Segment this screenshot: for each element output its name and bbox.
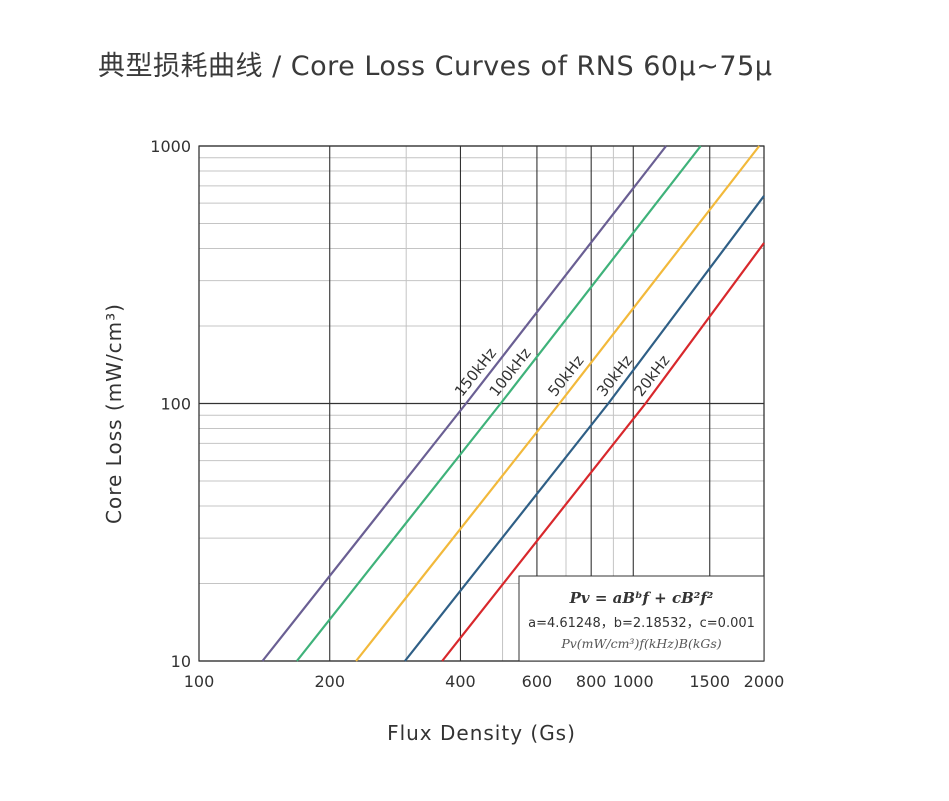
- series-line-20kHz: [441, 242, 765, 662]
- x-tick-label: 600: [522, 672, 553, 691]
- y-tick-label: 1000: [150, 137, 191, 156]
- formula-box-frame: [518, 575, 765, 662]
- x-tick-label: 800: [576, 672, 607, 691]
- x-axis-label: Flux Density (Gs): [387, 721, 576, 745]
- y-axis-label: Core Loss (mW/cm³): [102, 303, 126, 524]
- chart-title: 典型损耗曲线 / Core Loss Curves of RNS 60μ~75μ: [98, 51, 773, 82]
- x-tick-label: 1500: [689, 672, 730, 691]
- x-tick-label: 400: [445, 672, 476, 691]
- series-line-50kHz: [355, 145, 761, 662]
- x-tick-label: 200: [314, 672, 345, 691]
- x-tick-label: 2000: [744, 672, 785, 691]
- formula-units: Pv(mW/cm³)f(kHz)B(kGs): [560, 636, 721, 651]
- series-line-30kHz: [404, 195, 765, 662]
- series-line-150kHz: [261, 145, 667, 662]
- formula-equation: Pv = aBᵇf + cB²f²: [569, 589, 714, 607]
- y-tick-label: 100: [160, 395, 191, 414]
- x-tick-label: 100: [184, 672, 215, 691]
- y-tick-label: 10: [171, 652, 191, 671]
- formula-box: Pv = aBᵇf + cB²f² a=4.61248，b=2.18532，c=…: [518, 575, 765, 662]
- plot-frame: [198, 145, 765, 662]
- formula-coefficients: a=4.61248，b=2.18532，c=0.001: [528, 616, 755, 631]
- x-tick-label: 1000: [613, 672, 654, 691]
- grid: [198, 145, 765, 662]
- series-line-100kHz: [295, 145, 702, 662]
